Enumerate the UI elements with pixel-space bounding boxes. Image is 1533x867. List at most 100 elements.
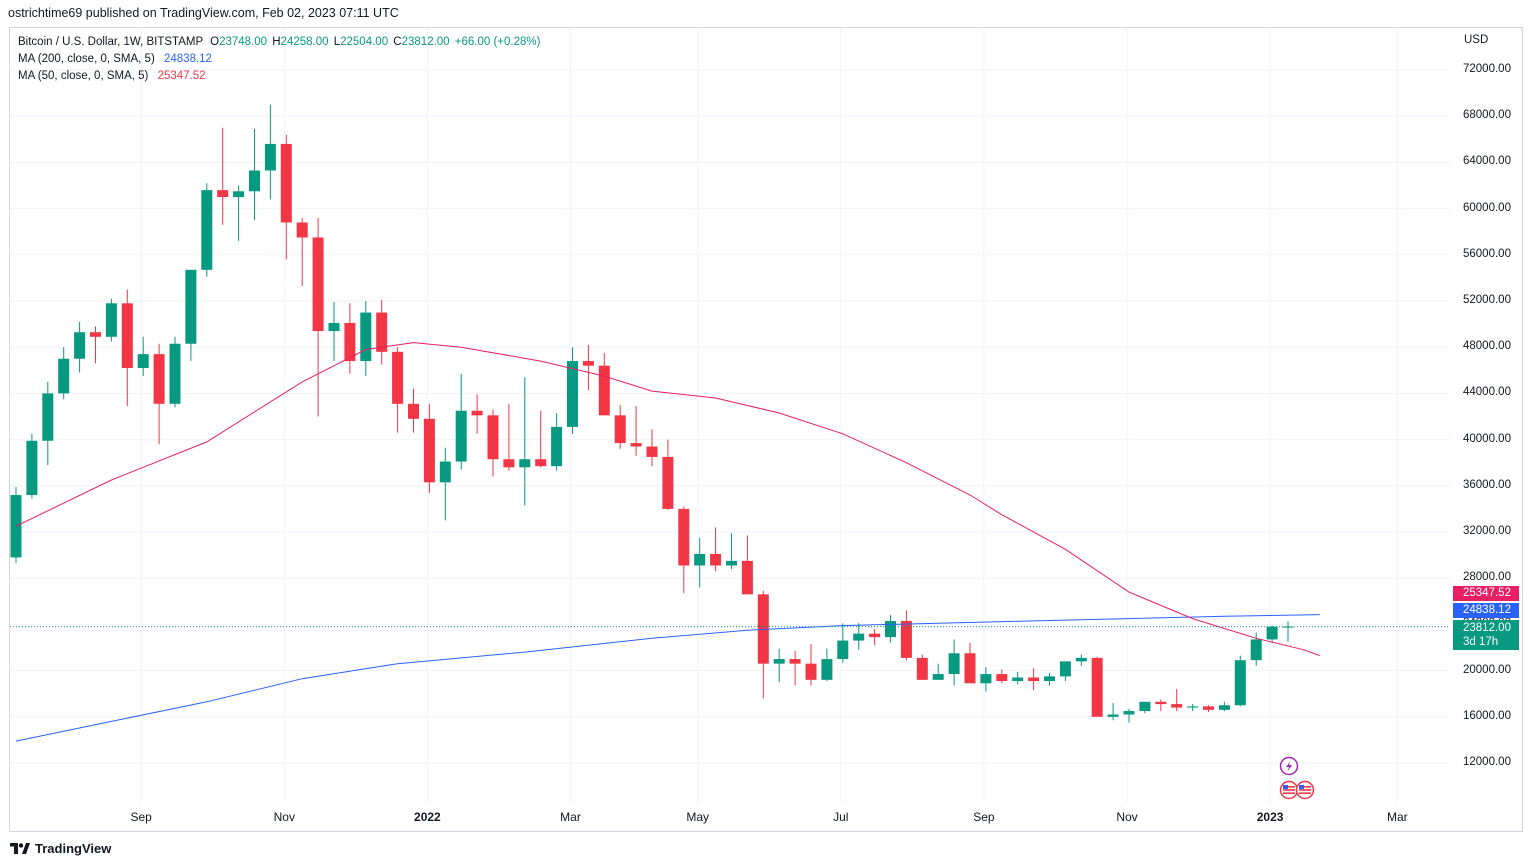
legend: Bitcoin / U.S. Dollar, 1W, BITSTAMP O237…	[18, 34, 540, 85]
x-tick-label: 2023	[1256, 810, 1284, 824]
candle-body	[869, 633, 881, 638]
candle	[503, 403, 515, 471]
candle	[1187, 704, 1199, 712]
x-tick-label: Sep	[973, 810, 995, 824]
candle	[328, 302, 340, 362]
candle	[26, 433, 38, 499]
candle-body	[312, 237, 324, 332]
open-label: O	[210, 36, 220, 48]
candle	[1218, 701, 1230, 712]
candle-body	[1250, 639, 1262, 661]
y-tick-label: 60000.00	[1463, 201, 1511, 214]
bar-countdown: 3d 17h	[1463, 636, 1499, 648]
candle	[264, 104, 276, 200]
candle	[360, 301, 372, 377]
x-tick-label: Nov	[1116, 810, 1138, 824]
candle	[932, 663, 944, 680]
candle-body	[678, 508, 690, 566]
y-tick-label: 40000.00	[1463, 432, 1511, 445]
candle	[662, 439, 674, 511]
candle	[741, 535, 753, 595]
candle-body	[1234, 660, 1246, 706]
candle-body	[630, 443, 642, 447]
candle-body	[567, 361, 578, 427]
candle-body	[1218, 705, 1230, 710]
candle-body	[964, 653, 976, 684]
candle	[964, 642, 976, 684]
candle	[869, 629, 881, 646]
candle	[487, 409, 499, 477]
ma200-label[interactable]: MA (200, close, 0, SMA, 5)	[18, 53, 155, 65]
candle	[1139, 701, 1151, 714]
candle	[137, 336, 149, 377]
legend-ma200-row: MA (200, close, 0, SMA, 5) 24838.12	[18, 51, 540, 68]
candle	[853, 623, 865, 650]
y-tick-label: 68000.00	[1463, 109, 1511, 122]
candle	[614, 404, 626, 449]
candle-body	[74, 332, 86, 359]
x-tick-label: Jul	[833, 810, 849, 824]
y-tick-label: 36000.00	[1463, 478, 1511, 491]
candle-body	[916, 657, 928, 680]
candle-body	[662, 456, 674, 509]
candle-body	[42, 393, 54, 441]
candle	[789, 650, 801, 686]
candle-body	[328, 322, 340, 332]
candle	[312, 217, 324, 417]
candle-body	[280, 143, 292, 223]
candle-body	[217, 190, 229, 198]
candle-body	[296, 222, 308, 238]
ma50-price-tag: 25347.52	[1453, 586, 1519, 601]
candle-body	[1012, 677, 1024, 681]
candle	[423, 403, 435, 493]
candle-body	[710, 553, 722, 566]
candle	[1028, 668, 1040, 691]
candle	[885, 615, 896, 643]
candle	[376, 299, 388, 365]
candle	[535, 410, 547, 468]
ma50-line	[15, 342, 1320, 657]
candle	[1075, 654, 1087, 666]
candle-body	[249, 170, 260, 192]
tradingview-footer[interactable]: TradingView	[10, 841, 111, 856]
candles	[10, 104, 1294, 723]
candle	[90, 326, 101, 364]
us-flag-event-icon-2[interactable]	[1295, 780, 1315, 800]
low-value: 22504.00	[340, 36, 389, 48]
candle-body	[201, 190, 213, 270]
last-price-tag: 23812.00 3d 17h	[1453, 620, 1519, 650]
event-markers	[1279, 756, 1315, 800]
candle	[948, 639, 960, 686]
candle	[757, 590, 769, 699]
close-value: 23812.00	[401, 36, 450, 48]
y-tick-label: 28000.00	[1463, 571, 1511, 584]
candle-body	[948, 653, 960, 675]
candle	[519, 377, 531, 506]
candle	[439, 447, 451, 521]
chart-frame[interactable]	[9, 27, 1523, 832]
us-flag-event-icon[interactable]	[1279, 780, 1299, 800]
candle	[185, 269, 197, 362]
x-tick-label: May	[686, 810, 710, 824]
y-tick-label: 52000.00	[1463, 294, 1511, 306]
lightning-glyph	[1286, 761, 1292, 772]
legend-ma50-row: MA (50, close, 0, SMA, 5) 25347.52	[18, 68, 540, 85]
candle	[121, 289, 133, 407]
candle-body	[1187, 706, 1199, 708]
candle	[42, 381, 54, 466]
ma200-value: 24838.12	[163, 53, 212, 65]
x-tick-label: Mar	[560, 810, 581, 824]
candle	[1012, 671, 1024, 685]
candle	[582, 344, 594, 390]
ma50-label[interactable]: MA (50, close, 0, SMA, 5)	[18, 70, 149, 82]
candle-body	[26, 440, 38, 496]
candle-body	[726, 560, 737, 566]
tradingview-logo-icon	[10, 842, 30, 854]
candle-body	[614, 415, 626, 444]
currency-label[interactable]: USD	[1464, 34, 1489, 46]
symbol-label[interactable]: Bitcoin / U.S. Dollar, 1W, BITSTAMP	[18, 36, 203, 48]
candle-body	[121, 303, 133, 368]
candle-body	[1266, 626, 1278, 640]
grid-lines	[10, 28, 1450, 803]
